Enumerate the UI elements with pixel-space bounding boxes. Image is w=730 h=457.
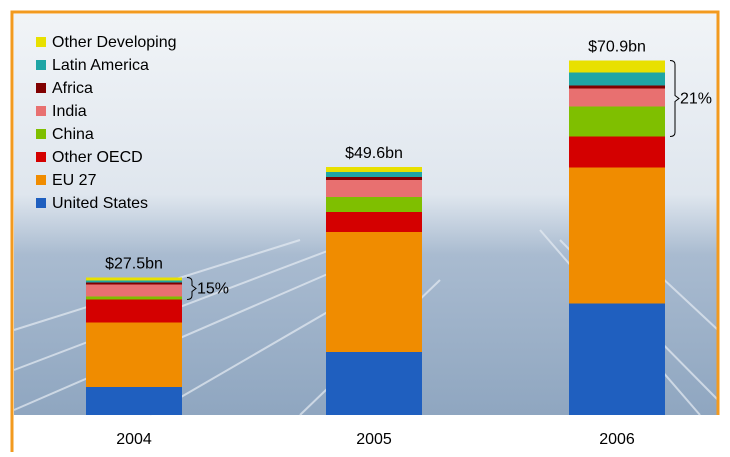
bar-segment bbox=[86, 322, 182, 387]
bar-segment bbox=[326, 172, 422, 177]
x-tick-label: 2006 bbox=[599, 431, 635, 448]
bar-segment bbox=[569, 136, 665, 168]
bar-segment bbox=[569, 60, 665, 73]
bar-segment bbox=[326, 177, 422, 180]
bar-segment bbox=[326, 180, 422, 197]
bar-segment bbox=[86, 280, 182, 283]
legend-swatch bbox=[36, 37, 46, 47]
bar-segment bbox=[86, 277, 182, 281]
bracket bbox=[669, 60, 680, 137]
legend-swatch bbox=[36, 83, 46, 93]
total-label: $49.6bn bbox=[345, 145, 403, 162]
bar-segment bbox=[569, 85, 665, 89]
frame bbox=[10, 10, 720, 452]
bar-segment bbox=[569, 303, 665, 415]
legend-swatch bbox=[36, 60, 46, 70]
bar-segment bbox=[326, 197, 422, 212]
annotation: 21% bbox=[680, 91, 712, 108]
legend-label: China bbox=[52, 126, 94, 143]
legend-label: India bbox=[52, 103, 87, 120]
bar-segment bbox=[86, 296, 182, 300]
bar-segment bbox=[326, 352, 422, 415]
bar-segment bbox=[86, 387, 182, 415]
legend-swatch bbox=[36, 175, 46, 185]
legend-label: Africa bbox=[52, 80, 93, 97]
legend-label: Latin America bbox=[52, 57, 149, 74]
bar-segment bbox=[569, 88, 665, 107]
bar-segment bbox=[326, 232, 422, 352]
legend-swatch bbox=[36, 198, 46, 208]
legend-swatch bbox=[36, 129, 46, 139]
bar-segment bbox=[86, 299, 182, 323]
bar-segment bbox=[326, 212, 422, 232]
legend-label: Other Developing bbox=[52, 34, 177, 51]
bar-segment bbox=[569, 106, 665, 137]
bar-segment bbox=[569, 167, 665, 304]
total-label: $70.9bn bbox=[588, 39, 646, 56]
legend-label: United States bbox=[52, 195, 148, 212]
bar-segment bbox=[86, 282, 182, 285]
annotation: 15% bbox=[197, 281, 229, 298]
total-label: $27.5bn bbox=[105, 256, 163, 273]
bracket bbox=[186, 277, 197, 300]
legend-label: EU 27 bbox=[52, 172, 97, 189]
bar-segment bbox=[86, 284, 182, 297]
bar-segment bbox=[326, 167, 422, 172]
legend-swatch bbox=[36, 152, 46, 162]
legend-swatch bbox=[36, 106, 46, 116]
legend-label: Other OECD bbox=[52, 149, 143, 166]
x-tick-label: 2004 bbox=[116, 431, 152, 448]
bar-segment bbox=[569, 72, 665, 86]
x-tick-label: 2005 bbox=[356, 431, 392, 448]
